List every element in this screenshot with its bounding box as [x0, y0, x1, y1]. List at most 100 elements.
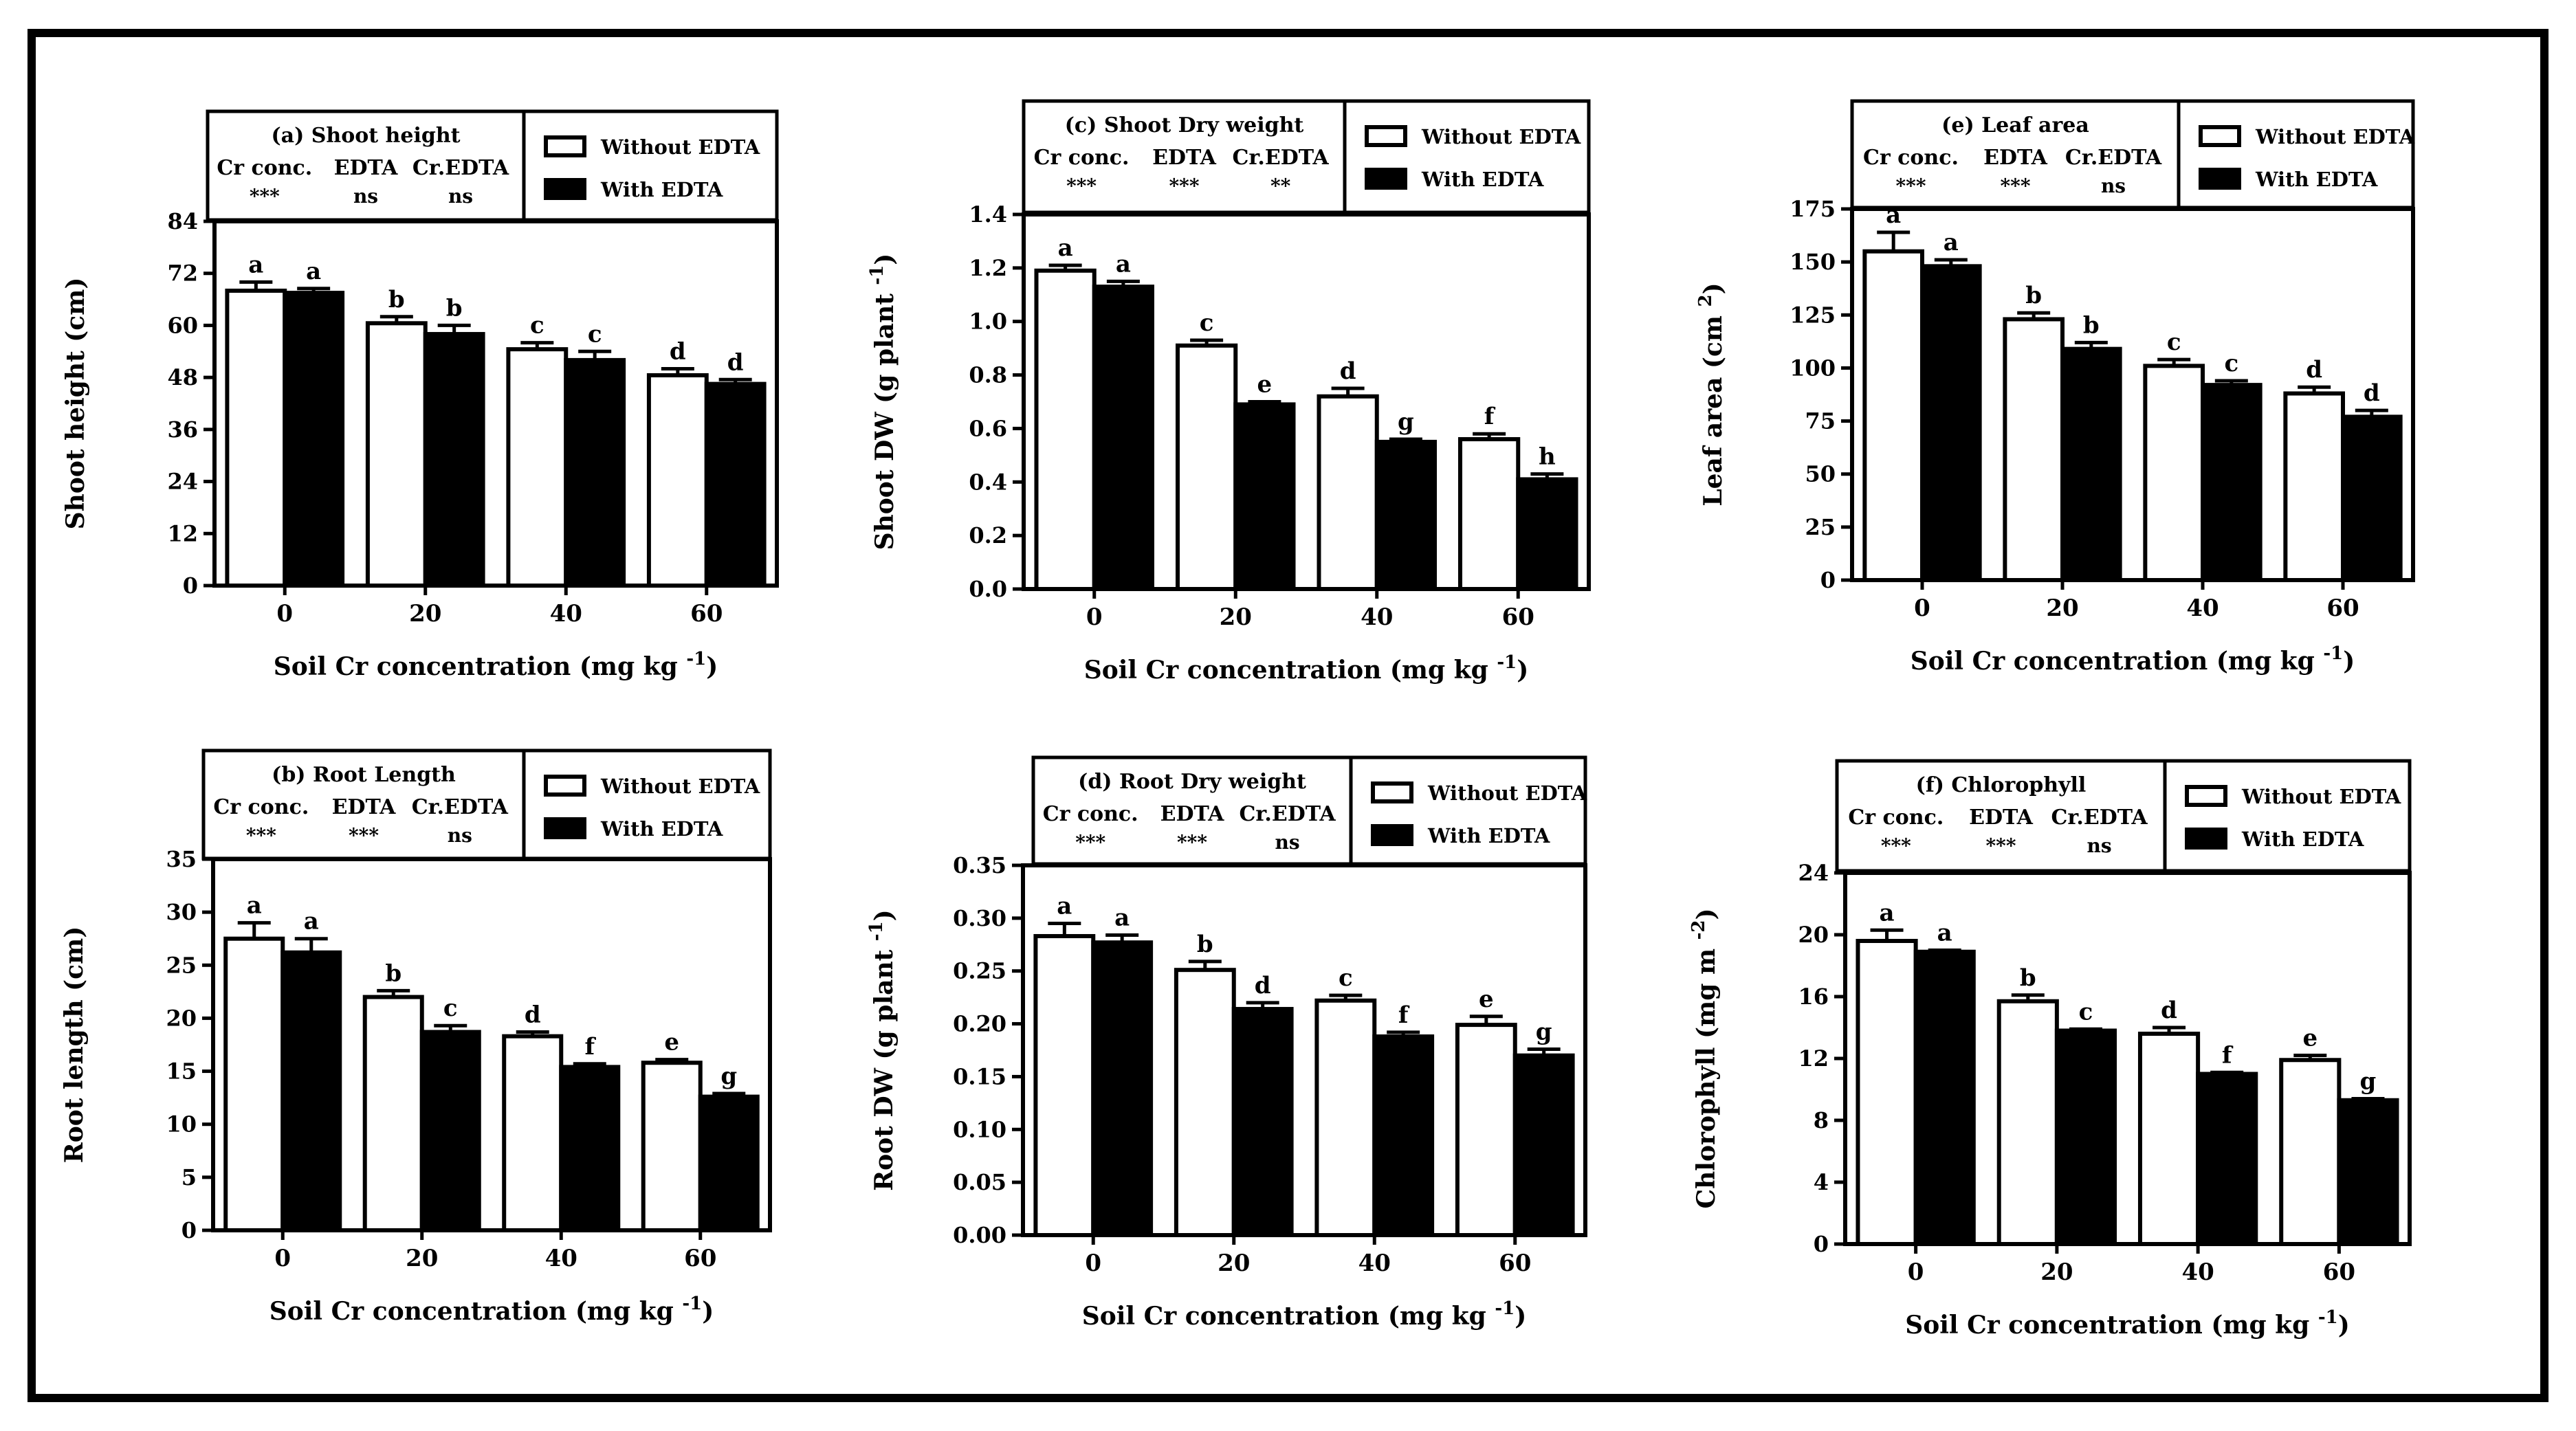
significance-letter: c [2224, 350, 2238, 377]
bar-without-edta [1034, 268, 1097, 591]
y-tick-label: 1.4 [969, 201, 1007, 228]
chart-panel-c: (c) Shoot Dry weight Cr conc. EDTA Cr.EDTA *… [867, 99, 1591, 685]
x-axis-label-part: -1 [2323, 643, 2343, 664]
y-tick-label: 15 [166, 1058, 197, 1085]
y-axis-label-part: ) [1692, 908, 1721, 920]
y-tick-label: 0 [181, 1217, 197, 1243]
stats-header: EDTA [332, 795, 397, 819]
x-tick-label: 60 [1502, 603, 1534, 631]
stats-header: Cr.EDTA [1232, 146, 1329, 170]
legend-swatch-without [1365, 125, 1407, 147]
y-tick-label: 0.10 [953, 1116, 1006, 1142]
bar-with-edta [2054, 1028, 2117, 1246]
significance-letter: f [584, 1033, 596, 1061]
legend-swatch-without [2199, 125, 2241, 147]
x-tick-label: 40 [1361, 603, 1393, 631]
y-tick-label: 0.0 [969, 576, 1007, 602]
y-tick-label: 0.2 [969, 522, 1007, 548]
y-axis-label-part: ) [870, 909, 899, 921]
stats-value: ns [448, 824, 472, 847]
stats-header: Cr conc. [1034, 146, 1130, 170]
y-tick-label: 4 [1814, 1169, 1829, 1195]
bar-with-edta [1231, 1007, 1294, 1237]
x-tick-label: 40 [1358, 1250, 1391, 1277]
y-tick-label: 0 [183, 573, 198, 599]
chart-panel-b: (b) Root Length Cr conc. EDTA Cr.EDTA *** ***… [60, 748, 772, 1326]
stats-value: ns [2087, 834, 2112, 857]
x-axis-label-part: -1 [1495, 1298, 1515, 1319]
y-axis-label-part: Shoot DW (g plant [870, 285, 899, 551]
legend-swatch-with [2185, 828, 2227, 850]
chart-panel-e: (e) Leaf area Cr conc. EDTA Cr.EDTA *** *** ns… [1695, 99, 2415, 676]
significance-letter: c [2167, 329, 2181, 356]
plot-frame [212, 219, 779, 588]
y-tick-label: 1.0 [969, 309, 1007, 335]
stats-value: *** [246, 824, 276, 847]
significance-letter: b [2025, 282, 2042, 309]
y-tick-label: 25 [1805, 514, 1836, 540]
significance-letter: d [2306, 356, 2322, 384]
legend-swatch-without [544, 135, 586, 157]
y-tick-label: 24 [167, 469, 198, 495]
significance-letter: f [2222, 1041, 2234, 1069]
y-axis-label-part: Root length (cm) [60, 927, 89, 1163]
significance-letter: a [306, 258, 321, 285]
y-tick-label: 35 [166, 846, 197, 872]
bar-without-edta [1996, 999, 2059, 1246]
y-tick-label: 75 [1805, 408, 1836, 434]
significance-letter: g [2360, 1068, 2377, 1096]
bar-without-edta [1455, 1023, 1517, 1237]
significance-letter: a [247, 892, 262, 920]
significance-letter: c [1339, 964, 1353, 992]
y-axis-label-part: -1 [867, 265, 888, 285]
x-tick-label: 0 [1085, 1250, 1101, 1277]
y-tick-label: 12 [1798, 1045, 1829, 1072]
bar-without-edta [2137, 1032, 2201, 1246]
stats-value: *** [250, 185, 280, 208]
figure-frame: (a) Shoot height Cr conc. EDTA Cr.EDTA *** ns… [27, 29, 2549, 1402]
stats-header: Cr conc. [1863, 146, 1959, 170]
x-tick-label: 40 [2186, 595, 2219, 622]
bar-with-edta [1913, 949, 1976, 1246]
stats-value: *** [1177, 831, 1207, 854]
x-axis-label-part: Soil Cr concentration (mg kg [269, 1297, 683, 1326]
legend-swatch-with [1371, 824, 1413, 846]
legend-swatch-without [2185, 785, 2227, 807]
significance-letter: a [1886, 201, 1901, 229]
y-tick-label: 0.20 [953, 1011, 1006, 1037]
x-tick-label: 60 [1499, 1250, 1531, 1277]
significance-letter: d [727, 348, 744, 376]
significance-letter: c [530, 312, 544, 340]
y-tick-label: 12 [167, 520, 198, 546]
bar-without-edta [1314, 998, 1377, 1237]
bar-with-edta [2060, 346, 2122, 582]
significance-letter: g [1536, 1018, 1552, 1045]
bar-with-edta [1920, 264, 1982, 582]
significance-letter: a [248, 251, 263, 278]
y-tick-label: 5 [181, 1164, 197, 1190]
y-tick-label: 24 [1798, 860, 1829, 886]
significance-letter: d [670, 338, 686, 366]
y-tick-label: 125 [1790, 302, 1836, 328]
legend-label-with: With EDTA [600, 178, 723, 201]
x-axis-label-part: -1 [2318, 1307, 2338, 1328]
bar-with-edta [2201, 383, 2263, 582]
x-tick-label: 20 [406, 1245, 438, 1272]
stats-value: *** [1169, 175, 1200, 197]
y-axis-label-part: Chlorophyll (mg m [1692, 940, 1721, 1208]
x-tick-label: 0 [1914, 595, 1930, 622]
significance-letter: a [1880, 899, 1895, 927]
significance-letter: c [443, 995, 458, 1022]
stats-value: *** [1881, 834, 1911, 857]
y-tick-label: 0.35 [953, 852, 1006, 878]
stats-header: Cr.EDTA [2051, 806, 2148, 830]
x-axis-label-part: ) [2343, 647, 2355, 676]
stats-header: Cr conc. [217, 156, 312, 180]
chart-title: (e) Leaf area [1941, 113, 2089, 137]
significance-letter: a [1937, 920, 1952, 947]
significance-letter: b [388, 286, 405, 313]
legend-label-without: Without EDTA [1421, 125, 1581, 148]
stats-value: *** [2001, 175, 2031, 197]
significance-letter: b [1197, 931, 1213, 958]
y-tick-label: 10 [166, 1111, 197, 1138]
